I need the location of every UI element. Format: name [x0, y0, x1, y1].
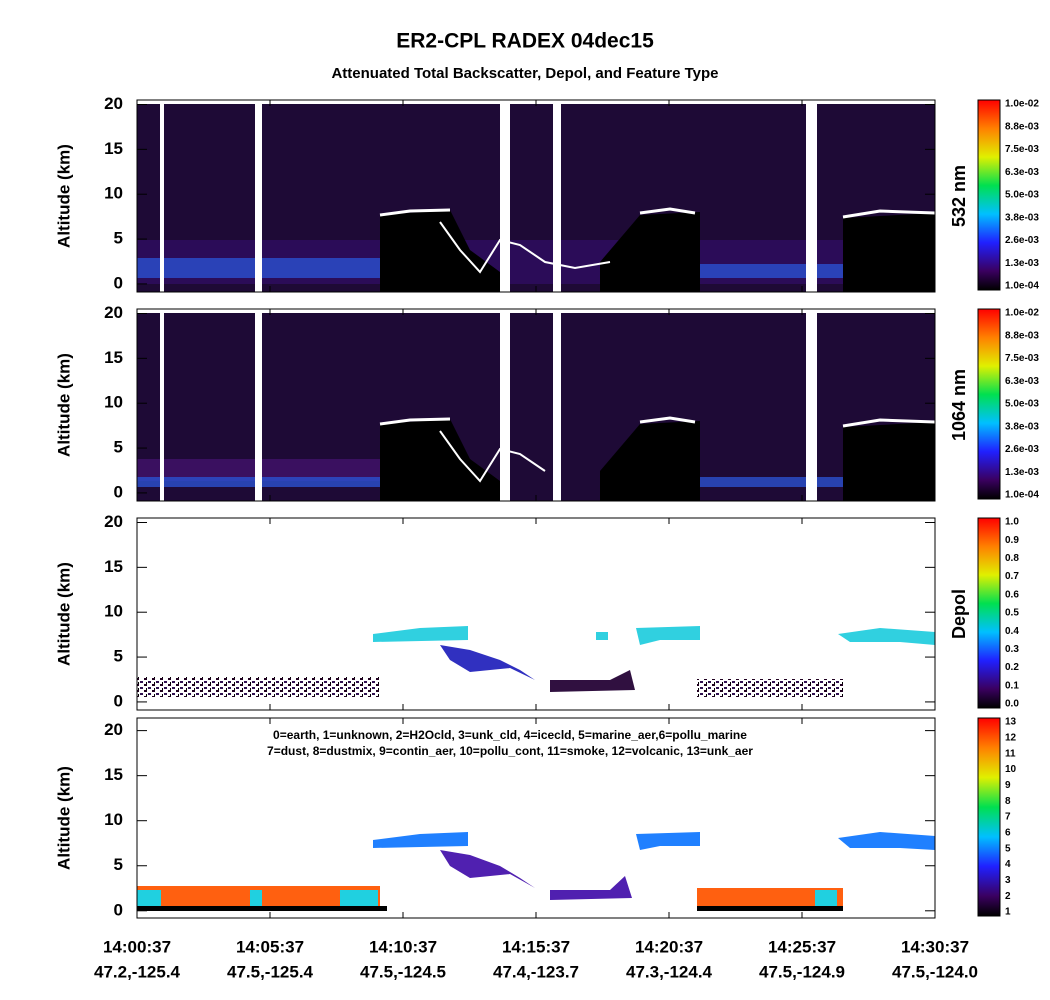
- colorbar-label: 6.3e-03: [1005, 376, 1039, 387]
- colorbar: [977, 517, 1001, 709]
- x-tick-location: 47.5,-124.0: [892, 962, 978, 981]
- y-tick-label: 20: [104, 720, 123, 739]
- y-tick-label: 0: [114, 482, 123, 501]
- colorbar-label: 7: [1005, 812, 1011, 823]
- colorbar-label: 0.4: [1005, 626, 1019, 637]
- y-axis-label: Altitude (km): [54, 562, 73, 666]
- y-tick-label: 0: [114, 691, 123, 710]
- x-tick-location: 47.3,-124.4: [626, 962, 713, 981]
- y-tick-label: 0: [114, 900, 123, 919]
- colorbar-label: 13: [1005, 717, 1017, 728]
- y-tick-label: 10: [104, 810, 123, 829]
- colorbar-label: 1.0: [1005, 517, 1019, 528]
- y-tick-label: 5: [114, 438, 123, 457]
- y-tick-label: 15: [104, 139, 123, 158]
- colorbar-label: 8.8e-03: [1005, 121, 1039, 132]
- y-axis-label: Altitude (km): [54, 766, 73, 870]
- colorbar-label: 1.3e-03: [1005, 467, 1039, 478]
- x-tick-time: 14:00:37: [103, 937, 171, 956]
- colorbar-label: 12: [1005, 732, 1017, 743]
- colorbar-label: 0.8: [1005, 553, 1019, 564]
- colorbar-label: 2: [1005, 891, 1011, 902]
- colorbar-title: 532 nm: [949, 165, 969, 227]
- y-tick-label: 15: [104, 348, 123, 367]
- curtain-feature: [137, 832, 935, 911]
- colorbar-label: 3: [1005, 875, 1011, 886]
- y-tick-label: 0: [114, 273, 123, 292]
- colorbar-label: 0.3: [1005, 644, 1019, 655]
- x-tick-time: 14:30:37: [901, 937, 969, 956]
- colorbar-label: 10: [1005, 764, 1017, 775]
- x-tick-time: 14:25:37: [768, 937, 836, 956]
- colorbar-label: 8: [1005, 796, 1011, 807]
- y-tick-label: 10: [104, 184, 123, 203]
- curtain-532: [137, 100, 936, 292]
- colorbar-label: 5.0e-03: [1005, 399, 1039, 410]
- colorbar-label: 1.3e-03: [1005, 258, 1039, 269]
- legend-annotation: 0=earth, 1=unknown, 2=H2Ocld, 3=unk_cld,…: [273, 728, 747, 742]
- y-tick-label: 10: [104, 602, 123, 621]
- colorbar-label: 0.7: [1005, 571, 1019, 582]
- colorbar-label: 11: [1005, 748, 1016, 759]
- colorbar: [977, 717, 1001, 917]
- y-axis-label: Altitude (km): [54, 144, 73, 248]
- colorbar-label: 0.1: [1005, 680, 1019, 691]
- colorbar-label: 1.0e-02: [1005, 99, 1039, 110]
- colorbar-label: 1.0e-04: [1005, 490, 1039, 501]
- colorbar-label: 1: [1005, 907, 1011, 918]
- colorbar-label: 0.6: [1005, 589, 1019, 600]
- y-tick-label: 10: [104, 393, 123, 412]
- y-tick-label: 15: [104, 557, 123, 576]
- y-tick-label: 5: [114, 647, 123, 666]
- colorbar-label: 1.0e-02: [1005, 308, 1039, 319]
- colorbar-label: 5.0e-03: [1005, 190, 1039, 201]
- colorbar-label: 4: [1005, 859, 1011, 870]
- colorbar-label: 8.8e-03: [1005, 330, 1039, 341]
- x-tick-location: 47.5,-124.5: [360, 962, 446, 981]
- x-tick-time: 14:10:37: [369, 937, 437, 956]
- colorbar-label: 7.5e-03: [1005, 144, 1039, 155]
- x-tick-time: 14:20:37: [635, 937, 703, 956]
- y-tick-label: 5: [114, 855, 123, 874]
- curtain-depol: [137, 626, 935, 697]
- colorbar: [977, 308, 1001, 500]
- x-tick-time: 14:15:37: [502, 937, 570, 956]
- colorbar-label: 9: [1005, 780, 1011, 791]
- x-tick-location: 47.2,-125.4: [94, 962, 181, 981]
- colorbar-label: 7.5e-03: [1005, 353, 1039, 364]
- colorbar-label: 0.9: [1005, 535, 1019, 546]
- colorbar-label: 0.5: [1005, 608, 1019, 619]
- colorbar-label: 3.8e-03: [1005, 421, 1039, 432]
- x-tick-location: 47.5,-124.9: [759, 962, 845, 981]
- colorbar-label: 0.2: [1005, 662, 1019, 673]
- colorbar: [977, 99, 1001, 291]
- colorbar-label: 2.6e-03: [1005, 444, 1039, 455]
- colorbar-title: 1064 nm: [949, 369, 969, 441]
- colorbar-label: 1.0e-04: [1005, 281, 1039, 292]
- subtitle: Attenuated Total Backscatter, Depol, and…: [331, 65, 718, 82]
- y-tick-label: 15: [104, 765, 123, 784]
- x-tick-time: 14:05:37: [236, 937, 304, 956]
- colorbar-label: 5: [1005, 843, 1011, 854]
- colorbar-label: 0.0: [1005, 699, 1019, 710]
- legend-annotation: 7=dust, 8=dustmix, 9=contin_aer, 10=poll…: [267, 744, 753, 758]
- y-tick-label: 5: [114, 229, 123, 248]
- x-tick-location: 47.4,-123.7: [493, 962, 579, 981]
- colorbar-title: Depol: [949, 589, 969, 639]
- colorbar-label: 6: [1005, 827, 1011, 838]
- title: ER2-CPL RADEX 04dec15: [396, 30, 654, 53]
- y-tick-label: 20: [104, 512, 123, 531]
- curtain-1064: [137, 309, 936, 501]
- y-tick-label: 20: [104, 303, 123, 322]
- colorbar-label: 2.6e-03: [1005, 235, 1039, 246]
- y-axis-label: Altitude (km): [54, 353, 73, 457]
- y-tick-label: 20: [104, 94, 123, 113]
- x-tick-location: 47.5,-125.4: [227, 962, 314, 981]
- colorbar-label: 6.3e-03: [1005, 167, 1039, 178]
- colorbar-label: 3.8e-03: [1005, 212, 1039, 223]
